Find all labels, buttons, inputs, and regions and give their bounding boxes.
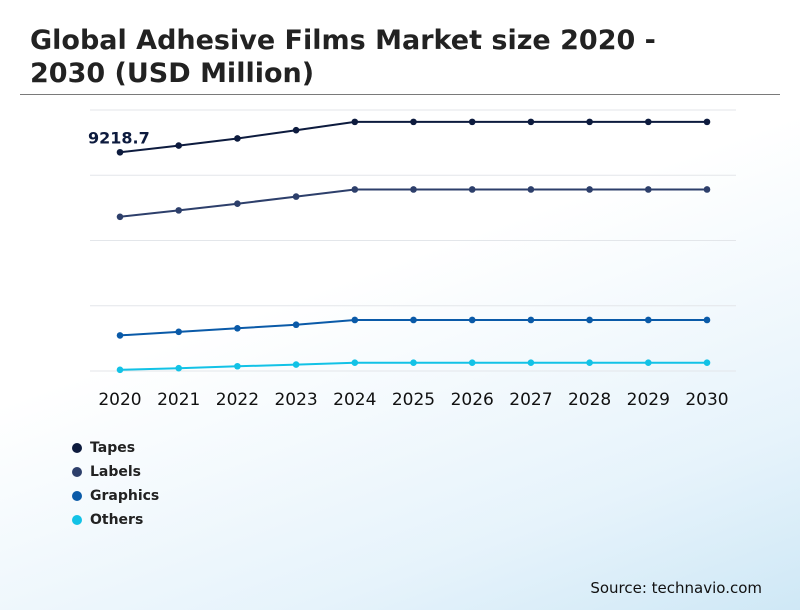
point-tapes-2024 [351,118,359,126]
point-graphics-2025 [410,316,417,324]
legend-item-graphics: Graphics [72,484,159,508]
legend-label: Graphics [90,488,160,504]
point-labels-2026 [468,186,476,193]
point-labels-2023 [292,193,300,200]
legend-label: Others [90,512,144,528]
point-graphics-2027 [527,316,535,324]
point-graphics-2021 [175,328,182,336]
point-labels-2024 [351,186,359,193]
point-graphics-2028 [586,316,593,324]
point-tapes-2026 [468,118,476,126]
point-tapes-2022 [234,135,241,142]
point-others-2028 [586,359,593,366]
chart-title: Global Adhesive Films Market size 2020 -… [30,25,656,89]
legend-marker [72,467,82,477]
point-others-2022 [234,362,241,370]
point-tapes-2025 [410,118,417,126]
x-tick-label-2029: 2029 [627,390,670,410]
x-tick-label-2020: 2020 [98,390,141,410]
legend-item-tapes: Tapes [72,436,159,460]
x-tick-label-2022: 2022 [216,390,259,410]
point-tapes-2021 [175,142,182,149]
x-tick-label-2024: 2024 [333,390,376,410]
point-others-2030 [703,359,711,366]
title-divider [20,94,780,95]
point-labels-2029 [645,186,652,193]
series-line-tapes [119,120,707,154]
point-tapes-2029 [645,118,652,126]
series-line-labels [119,188,707,218]
x-tick-label-2025: 2025 [392,390,435,410]
legend-label: Tapes [90,440,136,456]
x-tick-label-2028: 2028 [568,390,611,410]
point-labels-2030 [703,186,711,193]
point-labels-2022 [234,200,241,208]
point-labels-2021 [175,207,182,214]
point-tapes-2023 [292,126,300,134]
legend-item-labels: Labels [72,460,159,484]
legend-marker [72,443,82,453]
legend-marker [72,491,82,501]
x-tick-label-2026: 2026 [451,390,494,410]
legend-marker [72,515,82,525]
legend-label: Labels [90,464,142,480]
point-others-2021 [175,364,182,372]
point-graphics-2023 [292,321,300,329]
point-tapes-2028 [586,118,593,126]
point-graphics-2030 [703,316,711,324]
point-others-2023 [292,361,300,368]
x-tick-label-2021: 2021 [157,390,200,410]
point-others-2027 [527,359,535,366]
legend-item-others: Others [72,508,159,532]
point-graphics-2022 [234,324,241,332]
data-label-0: 9218.7 [88,128,150,147]
point-labels-2020 [116,213,124,221]
source-label: Source: technavio.com [590,579,762,597]
point-graphics-2029 [645,316,652,324]
x-tick-label-2027: 2027 [509,390,552,410]
x-tick-label-2023: 2023 [274,390,317,410]
point-others-2029 [645,359,652,366]
point-others-2026 [468,359,476,366]
point-graphics-2020 [116,332,124,339]
point-labels-2028 [586,186,593,193]
point-others-2024 [351,359,359,366]
point-labels-2027 [527,186,535,193]
point-tapes-2030 [703,118,711,126]
point-others-2020 [116,366,124,374]
x-tick-label-2030: 2030 [685,390,728,410]
point-tapes-2020 [116,148,124,156]
chart-legend: Tapes Labels Graphics Others [72,436,159,532]
point-graphics-2024 [351,316,359,324]
point-others-2025 [410,359,417,366]
point-labels-2025 [410,186,417,193]
point-graphics-2026 [468,316,476,324]
point-tapes-2027 [527,118,535,126]
